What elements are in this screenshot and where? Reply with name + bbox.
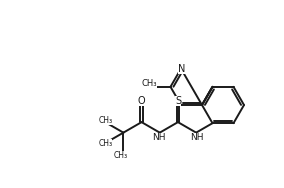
Text: CH₃: CH₃ <box>142 79 157 88</box>
Text: O: O <box>138 96 145 106</box>
Text: N: N <box>178 64 186 74</box>
Text: NH: NH <box>152 133 166 142</box>
Text: CH₃: CH₃ <box>98 139 112 148</box>
Text: S: S <box>175 96 181 106</box>
Text: CH₃: CH₃ <box>98 116 112 125</box>
Text: CH₃: CH₃ <box>113 151 128 160</box>
Text: NH: NH <box>190 133 204 142</box>
